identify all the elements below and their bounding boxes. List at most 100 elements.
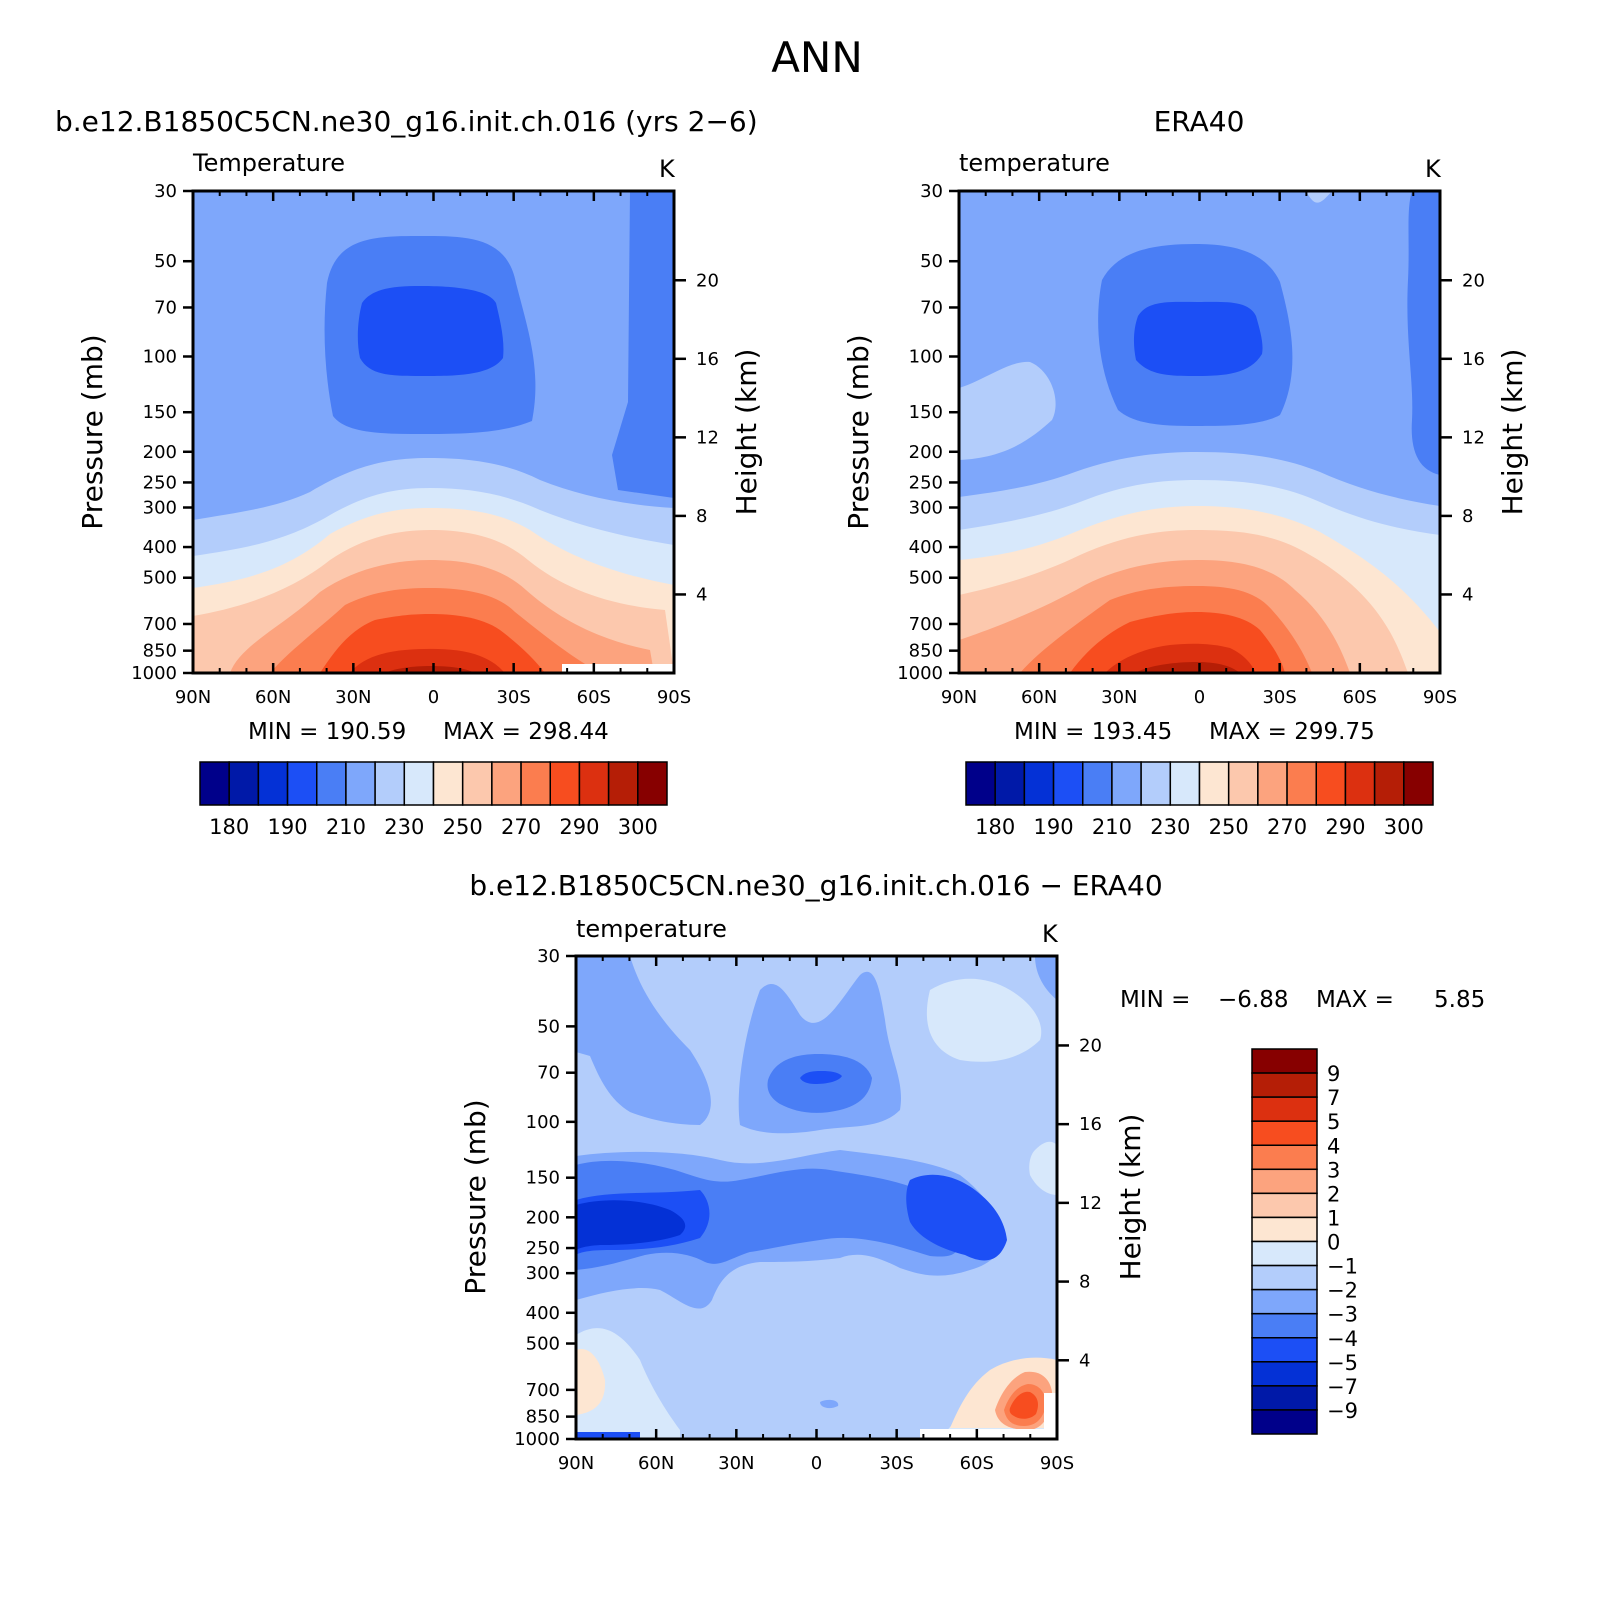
figure-title: ANN: [771, 33, 863, 82]
panel-units: K: [1042, 920, 1059, 948]
contour-band: [959, 361, 1056, 460]
colorbar-box: [1251, 1216, 1318, 1243]
panel-model: b.e12.B1850C5CN.ne30_g16.init.ch.016 (yr…: [55, 105, 763, 839]
colorbar-label: 5: [1327, 1110, 1340, 1134]
x-tick-label: 60S: [577, 687, 611, 708]
panel-units: K: [659, 155, 676, 183]
colorbar-box: [1251, 1096, 1318, 1122]
colorbar-label: 270: [501, 815, 541, 839]
colorbar-label: 180: [975, 815, 1015, 839]
y-tick-label: 250: [526, 1238, 560, 1259]
colorbar-label: 290: [1325, 815, 1365, 839]
y-tick-label: 50: [920, 251, 943, 272]
y-axis-label-right: Height (km): [730, 349, 763, 516]
y-tick-label: 100: [909, 346, 943, 367]
contour-field: [576, 956, 1057, 1439]
panel-left-label: temperature: [959, 149, 1110, 177]
y-tick-label: 850: [143, 641, 177, 662]
panel-diff: b.e12.B1850C5CN.ne30_g16.init.ch.016 − E…: [459, 869, 1485, 1474]
contour-band: [1133, 301, 1263, 376]
y-tick-label: 250: [143, 472, 177, 493]
colorbar-label: 290: [559, 815, 599, 839]
y-tick-label: 700: [143, 614, 177, 635]
colorbar-box: [286, 761, 318, 806]
colorbar: 180 190 210 230 250 270 290 300: [199, 761, 668, 839]
y-tick-label: 300: [909, 498, 943, 519]
x-tick-label: 90S: [657, 687, 691, 708]
colorbar-label: 2: [1327, 1182, 1340, 1206]
x-tick-label: 30S: [1262, 687, 1296, 708]
y-tick-label: 50: [154, 251, 177, 272]
contour-band: [1035, 956, 1057, 1000]
y-tick-label: 400: [143, 537, 177, 558]
colorbar-box: [1251, 1168, 1318, 1195]
colorbar: 180 190 210 230 250 270 290 300: [965, 761, 1434, 839]
panel-title: ERA40: [1154, 105, 1245, 138]
x-tick-label: 90N: [175, 687, 211, 708]
y-right-tick-label: 16: [696, 349, 719, 370]
contour-band: [906, 1174, 1007, 1261]
y-tick-label: 70: [920, 297, 943, 318]
y-right-tick-label: 4: [696, 584, 707, 605]
max-label: MAX = 298.44: [443, 719, 609, 745]
x-tick-label: 90N: [558, 1453, 594, 1474]
colorbar-box: [994, 761, 1026, 806]
y-axis-label-right: Height (km): [1496, 349, 1529, 516]
colorbar-box: [257, 761, 289, 806]
contour-band: [820, 1399, 839, 1409]
colorbar-box: [461, 761, 493, 806]
y-tick-label: 850: [909, 641, 943, 662]
contour-band: [926, 978, 1042, 1062]
colorbar-box: [1251, 1120, 1318, 1146]
contour-band: [1009, 1391, 1038, 1419]
y-tick-label: 100: [526, 1112, 560, 1133]
colorbar-label: −1: [1327, 1255, 1358, 1279]
axis-ticks: 90N 60N 30N 0 30S 60S 90S 30 50 70 100 150 200 250 300…: [131, 181, 719, 708]
x-tick-label: 30N: [1101, 687, 1137, 708]
x-tick-label: 90S: [1423, 687, 1457, 708]
y-tick-label: 70: [154, 297, 177, 318]
y-tick-label: 30: [537, 946, 560, 967]
colorbar-box: [965, 761, 996, 806]
colorbar-box: [1082, 761, 1113, 806]
colorbar-label: −3: [1327, 1303, 1358, 1327]
colorbar-label: 9: [1327, 1062, 1340, 1086]
colorbar-box: [578, 761, 610, 806]
max-label: MAX =: [1316, 987, 1394, 1013]
colorbar-label: −2: [1327, 1279, 1358, 1303]
colorbar-box: [1286, 761, 1317, 806]
contour-field: [959, 191, 1440, 673]
colorbar-box: [607, 761, 639, 806]
y-tick-label: 100: [143, 346, 177, 367]
y-axis-label-right: Height (km): [1114, 1114, 1147, 1281]
y-tick-label: 1000: [131, 663, 177, 684]
colorbar-box: [1140, 761, 1172, 806]
missing-data-patch: [562, 664, 674, 673]
panel-left-label: temperature: [576, 915, 727, 943]
y-tick-label: 30: [920, 181, 943, 202]
x-tick-label: 60S: [960, 1453, 994, 1474]
colorbar-box: [228, 761, 260, 806]
min-label: MIN = 193.45: [1014, 719, 1172, 745]
y-tick-label: 1000: [514, 1429, 560, 1450]
y-tick-label: 200: [909, 442, 943, 463]
colorbar-box: [1111, 761, 1142, 806]
colorbar-box: [520, 761, 551, 806]
colorbar-box: [1251, 1264, 1318, 1291]
colorbar-box: [345, 761, 376, 806]
contour-band: [1306, 191, 1332, 203]
colorbar-box: [316, 761, 347, 806]
colorbar-box: [199, 761, 230, 806]
x-tick-label: 30S: [496, 687, 530, 708]
colorbar-label: 300: [618, 815, 658, 839]
contour-band: [576, 1200, 686, 1250]
colorbar-label: 180: [209, 815, 249, 839]
y-tick-label: 700: [526, 1380, 560, 1401]
panel-title: b.e12.B1850C5CN.ne30_g16.init.ch.016 − E…: [469, 869, 1162, 902]
y-right-tick-label: 16: [1462, 349, 1485, 370]
x-tick-label: 90S: [1040, 1453, 1074, 1474]
axis-ticks: 90N 60N 30N 0 30S 60S 90S 30 50 70 100 150 200 250 300…: [514, 946, 1102, 1474]
contour-band: [612, 191, 674, 498]
colorbar-label: 230: [384, 815, 424, 839]
